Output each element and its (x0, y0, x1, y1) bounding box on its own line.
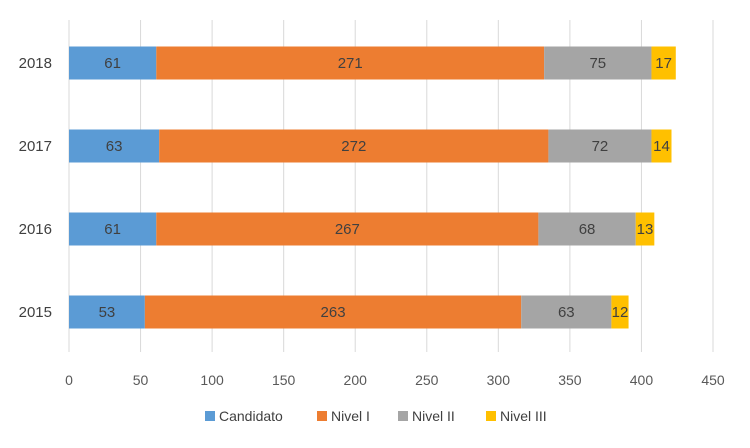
bar-segment-nivel-iii (635, 212, 655, 246)
x-tick-label: 300 (487, 372, 511, 388)
bar-segment-nivel-ii (521, 295, 612, 329)
bar-segment-nivel-i (156, 212, 539, 246)
y-category-label: 2017 (19, 138, 52, 155)
data-label: 12 (612, 304, 629, 321)
bars (69, 46, 676, 329)
legend-label: Nivel III (500, 408, 547, 424)
data-label: 263 (321, 304, 346, 321)
bar-segment-nivel-i (156, 46, 545, 80)
legend-swatch (317, 411, 327, 421)
y-category-label: 2015 (19, 304, 52, 321)
data-label: 17 (655, 55, 672, 72)
y-category-label: 2018 (19, 55, 52, 72)
data-label: 63 (558, 304, 575, 321)
data-label: 61 (104, 221, 121, 238)
bar-segment-nivel-iii (651, 129, 672, 163)
data-label: 61 (104, 55, 121, 72)
y-category-label: 2016 (19, 221, 52, 238)
data-labels: 61 271 75 17 63 272 72 14 61 267 68 13 53 263 63 12 (99, 55, 672, 321)
data-label: 13 (637, 221, 654, 238)
data-label: 68 (579, 221, 596, 238)
bar-segment-nivel-ii (548, 129, 652, 163)
bar-segment-nivel-iii (651, 46, 676, 80)
legend-swatch (398, 411, 408, 421)
legend-swatch (205, 411, 215, 421)
legend-label: Nivel II (412, 408, 455, 424)
x-tick-label: 400 (630, 372, 654, 388)
bar-segment-candidato (69, 129, 160, 163)
data-label: 272 (341, 138, 366, 155)
data-label: 14 (653, 138, 670, 155)
y-axis-categories: 2018 2017 2016 2015 (19, 55, 52, 321)
x-tick-label: 150 (272, 372, 296, 388)
bar-segment-candidato (69, 212, 157, 246)
bar-segment-nivel-ii (544, 46, 652, 80)
x-tick-label: 200 (344, 372, 368, 388)
bar-segment-nivel-ii (538, 212, 636, 246)
x-tick-label: 0 (65, 372, 73, 388)
bar-segment-candidato (69, 295, 145, 329)
data-label: 72 (592, 138, 609, 155)
data-label: 271 (338, 55, 363, 72)
x-tick-label: 250 (415, 372, 439, 388)
data-label: 267 (335, 221, 360, 238)
bar-segment-nivel-i (144, 295, 522, 329)
x-tick-label: 100 (200, 372, 224, 388)
bar-segment-nivel-i (159, 129, 549, 163)
data-label: 75 (589, 55, 606, 72)
bar-segment-nivel-iii (611, 295, 629, 329)
x-tick-label: 50 (133, 372, 149, 388)
x-tick-label: 350 (558, 372, 582, 388)
x-axis-ticks: 0 50 100 150 200 250 300 350 400 450 (65, 372, 725, 388)
legend-swatch (486, 411, 496, 421)
legend-label: Candidato (219, 408, 283, 424)
data-label: 53 (99, 304, 116, 321)
x-tick-label: 450 (701, 372, 725, 388)
legend-label: Nivel I (331, 408, 370, 424)
legend: Candidato Nivel I Nivel II Nivel III (205, 408, 547, 424)
data-label: 63 (106, 138, 123, 155)
bar-segment-candidato (69, 46, 157, 80)
